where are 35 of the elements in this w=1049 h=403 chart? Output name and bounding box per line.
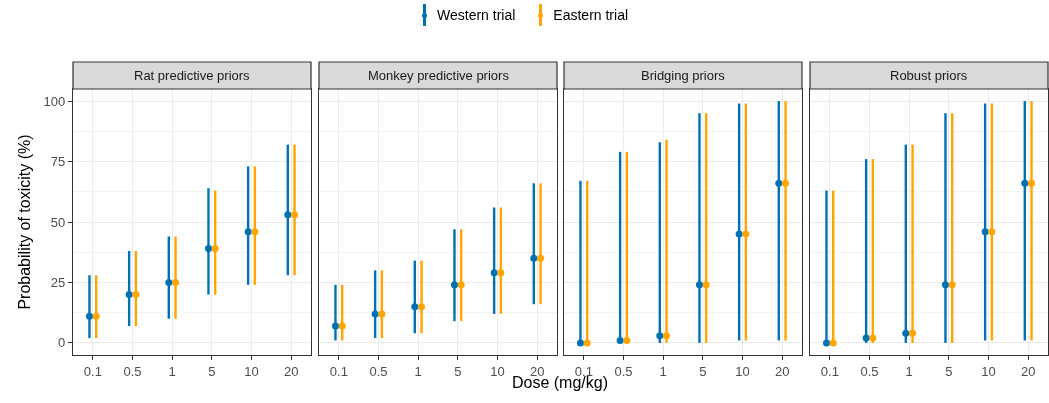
x-tick-label: 1 bbox=[659, 363, 667, 379]
x-tick-label: 1 bbox=[168, 363, 176, 379]
y-tick-label: 100 bbox=[43, 93, 66, 109]
chart-title: Monkey predictive priors bbox=[367, 68, 509, 83]
x-tick-label: 0.5 bbox=[614, 363, 633, 379]
x-tick-label: 5 bbox=[453, 363, 461, 379]
x-tick-label: 5 bbox=[208, 363, 216, 379]
y-tick-label: 25 bbox=[50, 275, 66, 290]
x-tick-label: 0.1 bbox=[820, 363, 839, 379]
x-tick-label: 0.1 bbox=[83, 363, 102, 379]
x-tick-label: 0.1 bbox=[329, 363, 348, 379]
x-tick-label: 20 bbox=[529, 363, 544, 379]
x-tick-label: 0.5 bbox=[123, 363, 142, 379]
x-tick-label: 10 bbox=[489, 363, 505, 379]
x-tick-label: 5 bbox=[944, 363, 952, 379]
x-tick-label: 10 bbox=[980, 363, 996, 379]
y-axis-title: Probability of toxicity (%) bbox=[16, 134, 34, 310]
legend-label: Eastern trial bbox=[553, 7, 629, 23]
x-tick-label: 10 bbox=[735, 363, 750, 379]
x-tick-label: 10 bbox=[244, 363, 259, 379]
x-tick-label: 1 bbox=[905, 363, 913, 379]
x-tick-label: 1 bbox=[414, 363, 422, 379]
x-tick-label: 20 bbox=[774, 363, 790, 379]
chart-title: Rat predictive priors bbox=[134, 68, 251, 83]
y-tick-label: 0 bbox=[58, 335, 66, 351]
y-tick-label: 50 bbox=[50, 214, 66, 230]
x-tick-label: 5 bbox=[699, 363, 707, 379]
x-tick-label: 0.5 bbox=[859, 363, 879, 379]
chart-title: Bridging priors bbox=[641, 68, 726, 83]
chart-title: Robust priors bbox=[889, 68, 968, 83]
y-tick-label: 75 bbox=[50, 154, 66, 170]
x-tick-label: 20 bbox=[283, 363, 299, 379]
legend-label: Western trial bbox=[437, 7, 516, 23]
x-tick-label: 20 bbox=[1020, 363, 1035, 379]
x-tick-label: 0.5 bbox=[368, 363, 388, 379]
